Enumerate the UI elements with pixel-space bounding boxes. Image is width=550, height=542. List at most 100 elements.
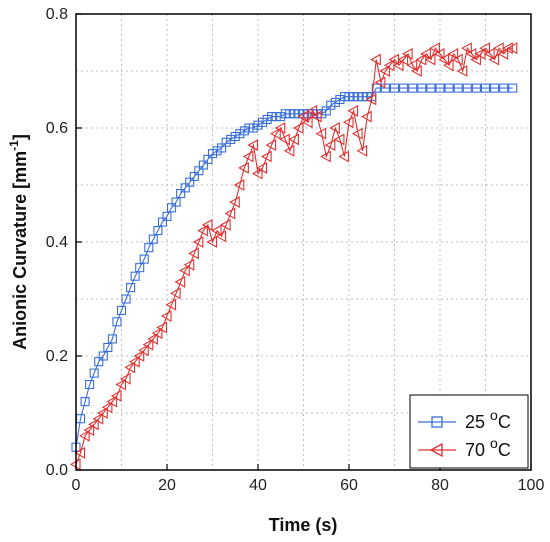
data-point — [165, 298, 177, 311]
data-point — [462, 83, 472, 93]
data-point — [471, 83, 481, 93]
data-point — [289, 109, 299, 119]
data-point — [411, 65, 422, 77]
data-point — [506, 42, 518, 55]
data-point — [358, 92, 368, 102]
data-point — [338, 150, 350, 163]
data-point — [116, 305, 127, 315]
data-point — [153, 226, 163, 236]
x-tick-label: 0 — [72, 477, 81, 494]
data-point — [107, 334, 117, 344]
data-point — [220, 218, 231, 231]
data-point — [189, 171, 199, 181]
data-point — [456, 65, 468, 77]
data-point — [233, 179, 245, 191]
data-point — [433, 47, 445, 60]
data-point — [379, 65, 390, 77]
data-point — [461, 42, 472, 55]
legend-box — [409, 394, 529, 469]
data-point — [483, 47, 495, 60]
data-point — [361, 110, 372, 123]
data-point — [242, 150, 254, 163]
data-point — [320, 150, 331, 163]
data-point — [215, 230, 227, 243]
x-tick-label: 20 — [158, 477, 176, 494]
x-tick-label: 60 — [340, 477, 358, 494]
data-point — [185, 177, 195, 187]
data-point — [280, 109, 290, 119]
data-point — [139, 254, 149, 264]
data-point — [420, 47, 431, 60]
data-point — [130, 271, 140, 281]
legend: 25 oC 70 oC — [409, 394, 529, 469]
data-point — [408, 83, 418, 93]
data-point — [311, 110, 322, 123]
data-point — [119, 372, 131, 385]
data-point — [444, 83, 454, 93]
data-point — [453, 83, 463, 93]
data-point — [370, 53, 381, 66]
data-point — [235, 129, 245, 139]
data-point — [497, 47, 509, 60]
data-point — [438, 53, 450, 66]
data-point — [224, 207, 236, 220]
data-point — [112, 317, 122, 327]
data-point — [229, 196, 240, 209]
data-point — [138, 344, 149, 357]
data-point — [238, 161, 249, 174]
data-point — [135, 263, 145, 273]
data-point — [274, 122, 286, 134]
data-point — [257, 117, 268, 127]
data-point — [426, 83, 436, 93]
data-point — [207, 149, 218, 159]
data-point — [171, 197, 181, 207]
x-tick-label: 40 — [249, 477, 267, 494]
y-tick-label: 0.2 — [46, 348, 68, 365]
data-point — [88, 418, 99, 431]
data-point — [162, 211, 172, 221]
data-point — [206, 236, 218, 248]
data-point — [230, 132, 240, 142]
data-point — [248, 123, 258, 133]
data-point — [329, 122, 340, 134]
data-point — [429, 42, 441, 55]
data-point — [315, 127, 327, 140]
data-point — [174, 275, 186, 288]
data-point — [306, 104, 318, 117]
data-point — [169, 287, 181, 300]
data-point — [347, 104, 359, 117]
data-point — [479, 42, 491, 55]
x-tick-label: 100 — [518, 477, 545, 494]
data-point — [74, 446, 86, 459]
data-point — [480, 83, 491, 93]
data-point — [89, 368, 99, 378]
data-point — [371, 83, 381, 93]
y-tick-label: 0.4 — [46, 234, 68, 251]
data-point — [247, 139, 259, 152]
data-point — [365, 93, 377, 106]
data-point — [183, 258, 195, 271]
data-point — [212, 146, 222, 156]
y-tick-label: 0.8 — [46, 6, 68, 23]
legend-label-70c: 70 oC — [465, 435, 511, 460]
data-point — [417, 83, 427, 93]
data-point — [124, 361, 136, 374]
data-point — [442, 59, 454, 72]
data-point — [144, 243, 154, 253]
data-point — [85, 379, 95, 390]
data-point — [435, 83, 445, 93]
data-point — [121, 294, 131, 304]
y-tick-label: 0.6 — [46, 120, 68, 137]
series-1 — [69, 42, 518, 471]
data-point — [490, 83, 500, 93]
data-point — [447, 47, 459, 60]
data-point — [201, 218, 213, 231]
data-point — [351, 127, 363, 140]
data-point — [424, 53, 436, 66]
series-0 — [71, 83, 518, 452]
data-point — [288, 133, 299, 146]
data-point — [251, 167, 263, 180]
data-point — [301, 116, 313, 129]
data-point — [342, 116, 354, 129]
data-point — [297, 110, 309, 123]
